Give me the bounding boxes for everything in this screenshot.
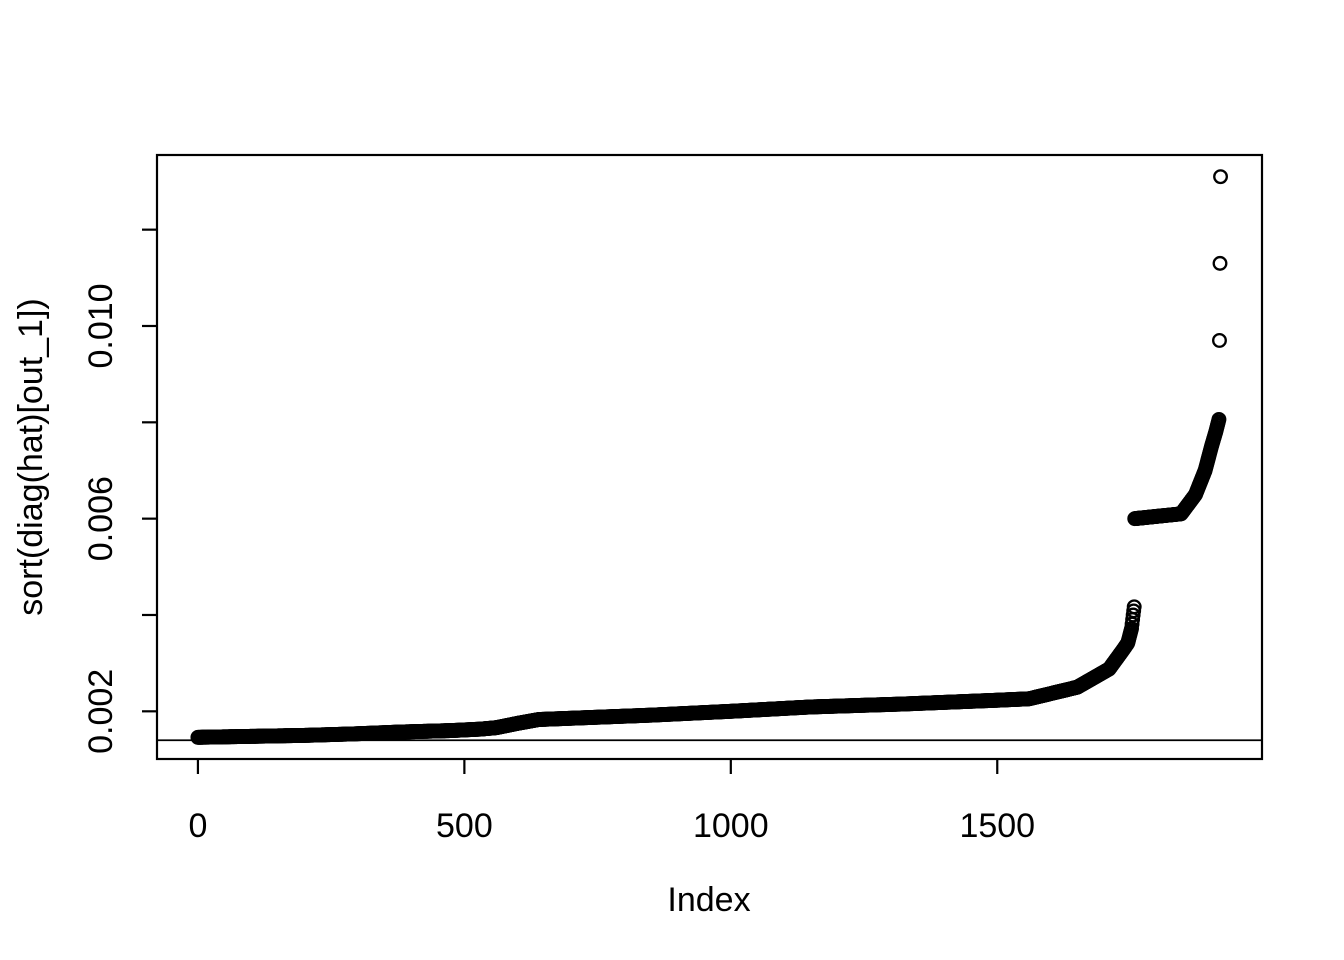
y-tick-label: 0.010 [82, 283, 120, 368]
x-tick-label: 500 [436, 807, 493, 845]
y-tick-label: 0.006 [82, 476, 120, 561]
y-tick-label: 0.002 [82, 669, 120, 754]
x-tick-label: 1500 [959, 807, 1035, 845]
plot-generated-layer: 0 500 1000 1500 0.002 0.006 0.010 [82, 153, 1264, 845]
outlier-point [1212, 332, 1227, 348]
y-axis-title: sort(diag(hat)[out_1]) [12, 298, 50, 616]
outlier-point [1212, 255, 1228, 271]
data-point [1126, 599, 1142, 615]
outlier-point [1213, 169, 1228, 185]
x-tick-label: 1000 [693, 807, 769, 845]
x-axis-title: Index [667, 881, 750, 919]
data-points-group [190, 169, 1228, 745]
plot-box [155, 153, 1264, 761]
x-axis: 0 500 1000 1500 [188, 759, 1035, 845]
y-axis: 0.002 0.006 0.010 [82, 228, 157, 754]
x-tick-label: 0 [188, 807, 207, 845]
data-point [1211, 411, 1227, 427]
